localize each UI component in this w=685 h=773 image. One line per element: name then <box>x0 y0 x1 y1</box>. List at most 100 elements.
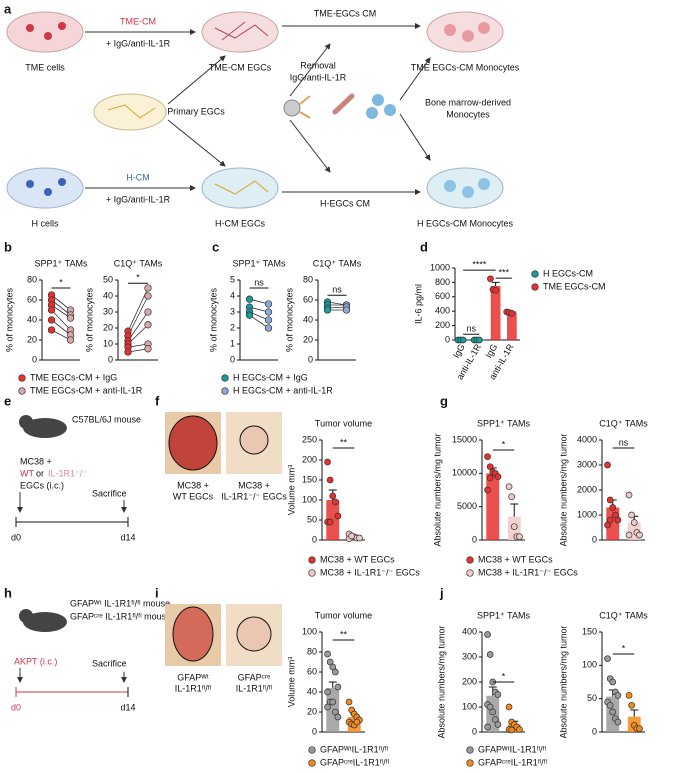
y-axis-label: Absolute numbers/mg tumor <box>432 433 442 546</box>
point <box>614 718 622 726</box>
bar <box>490 286 501 340</box>
legend-marker <box>221 374 229 382</box>
y-tick-label: 150 <box>302 474 317 484</box>
cell <box>444 24 456 36</box>
point <box>625 491 633 499</box>
label: TME-EGCs CM <box>314 8 377 18</box>
point <box>494 721 502 728</box>
point <box>334 683 342 691</box>
legend-marker <box>18 387 26 395</box>
point <box>264 308 273 316</box>
cell <box>58 22 66 30</box>
bar <box>486 473 500 540</box>
legend-marker <box>466 759 474 767</box>
y-tick-label: 150 <box>582 626 597 636</box>
y-tick-label: 0 <box>472 534 477 544</box>
legend-marker <box>531 283 539 291</box>
tumor <box>239 425 269 455</box>
y-tick-label: 50 <box>103 274 113 284</box>
caption: IL-1R1⁻/⁻ EGCs <box>221 491 287 501</box>
dish <box>93 93 167 131</box>
significance-label: * <box>622 643 626 653</box>
cell <box>26 24 34 32</box>
point <box>628 511 636 519</box>
label: Removal <box>300 60 336 70</box>
dish <box>201 167 279 209</box>
y-tick-label: 2000 <box>577 484 597 494</box>
y-tick-label: 800 <box>435 277 450 287</box>
y-tick-label: 10 <box>103 338 113 348</box>
point <box>606 701 614 709</box>
label: H-EGCs CM <box>320 198 370 208</box>
point <box>264 300 273 308</box>
legend-label: H EGCs-CM + anti-IL-1R <box>233 385 333 395</box>
point <box>66 336 75 344</box>
chart-title: C1Q⁺ TAMs <box>114 258 163 268</box>
point <box>144 345 152 353</box>
bone <box>332 93 355 115</box>
y-tick-label: 0 <box>108 354 113 364</box>
y-tick-label: 15000 <box>452 434 477 444</box>
point <box>47 316 56 324</box>
legend-label: MC38 + IL-1R1⁻/⁻ EGCs <box>320 567 420 577</box>
y-tick-label: 4000 <box>577 434 597 444</box>
glia <box>214 21 269 41</box>
point <box>326 476 334 484</box>
y-tick-label: 50 <box>307 514 317 524</box>
point <box>510 523 518 531</box>
y-tick-label: 0 <box>308 354 313 364</box>
point <box>609 708 617 716</box>
panel-label: a <box>4 1 12 16</box>
chart-title: Tumor volume <box>315 610 372 620</box>
bead <box>283 99 301 117</box>
significance-label: ns <box>466 324 476 334</box>
point <box>486 651 494 658</box>
point <box>326 518 334 526</box>
y-axis-label: IL-6 pg/ml <box>413 284 423 324</box>
y-tick-label: 100 <box>582 660 597 670</box>
label: IL-1R1⁻/⁻ <box>48 468 87 478</box>
y-tick-label: 400 <box>435 306 450 316</box>
y-tick-label: 60 <box>27 294 37 304</box>
point <box>614 516 622 524</box>
point <box>489 708 497 716</box>
y-tick-label: 20 <box>303 334 313 344</box>
dish <box>6 167 84 209</box>
legend-label: TME EGCs-CM + IgG <box>30 372 117 382</box>
y-tick-label: 100 <box>462 701 477 711</box>
panel-e: C57BL/6J mouse MC38 + WT or IL-1R1⁻/⁻ EG… <box>11 414 141 542</box>
tumor <box>168 415 218 471</box>
caption: IL-1R1ᶠˡ/ᶠˡ <box>236 683 272 693</box>
panel-label: e <box>4 393 11 408</box>
significance-label: * <box>502 671 506 681</box>
y-tick-label: 0 <box>312 726 317 736</box>
significance-label: ** <box>340 629 348 639</box>
point <box>329 492 337 500</box>
point <box>494 473 502 481</box>
label: WT <box>20 468 34 478</box>
point <box>508 310 516 317</box>
y-tick-label: 400 <box>462 626 477 636</box>
legend-label: GFAPᵂᵗIL-1R1ᶠˡ/ᶠˡ <box>320 744 388 754</box>
point <box>245 295 254 303</box>
significance-label: * <box>59 277 63 287</box>
legend-marker <box>308 759 316 767</box>
chart-title: C1Q⁺ TAMs <box>599 610 648 620</box>
chart-title: SPP1⁺ TAMs <box>477 418 530 428</box>
chart-title: SPP1⁺ TAMs <box>35 258 88 268</box>
legend-label: GFAPᶜʳᵉIL-1R1ᶠˡ/ᶠˡ <box>478 757 547 767</box>
y-axis-label: % of monocytes <box>4 287 14 352</box>
panel-label: j <box>439 585 444 600</box>
y-tick-label: 1000 <box>430 262 450 272</box>
y-tick-label: 0 <box>230 354 235 364</box>
y-axis-label: Absolute numbers/mg tumor <box>558 433 568 546</box>
label: + IgG/anti-IL-1R <box>106 194 171 204</box>
y-tick-label: 0 <box>472 726 477 736</box>
point <box>324 650 331 658</box>
label: H-CM EGCs <box>215 218 265 228</box>
pair-line <box>51 294 71 311</box>
legend-marker <box>308 556 316 564</box>
legend-label: GFAPᵂᵗIL-1R1ᶠˡ/ᶠˡ <box>478 744 546 754</box>
point <box>264 316 273 324</box>
